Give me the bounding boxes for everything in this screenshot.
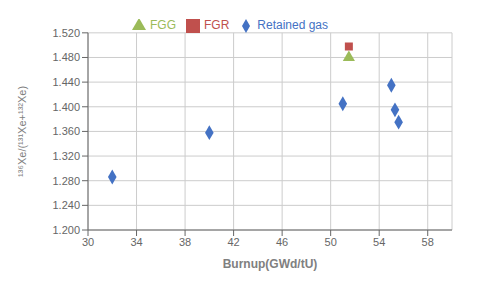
- svg-text:1.240: 1.240: [52, 199, 80, 211]
- html-text:FGR: FGR: [204, 18, 230, 32]
- svg-text:1.360: 1.360: [52, 125, 80, 137]
- svg-text:¹³⁶Xe/(¹³¹Xe+¹³²Xe): ¹³⁶Xe/(¹³¹Xe+¹³²Xe): [16, 86, 28, 177]
- svg-text:34: 34: [130, 236, 142, 248]
- svg-text:1.520: 1.520: [52, 27, 80, 39]
- svg-text:1.440: 1.440: [52, 76, 80, 88]
- html-text:FGG: FGG: [150, 18, 176, 32]
- svg-text:1.480: 1.480: [52, 51, 80, 63]
- svg-text:1.320: 1.320: [52, 150, 80, 162]
- svg-text:42: 42: [227, 236, 239, 248]
- svg-text:58: 58: [422, 236, 434, 248]
- svg-text:30: 30: [82, 236, 94, 248]
- svg-text:Burnup(GWd/tU): Burnup(GWd/tU): [223, 257, 318, 271]
- svg-text:1.280: 1.280: [52, 175, 80, 187]
- svg-text:46: 46: [276, 236, 288, 248]
- svg-text:50: 50: [325, 236, 337, 248]
- svg-text:1.400: 1.400: [52, 101, 80, 113]
- svg-text:1.200: 1.200: [52, 224, 80, 236]
- svg-text:38: 38: [179, 236, 191, 248]
- svg-text:54: 54: [373, 236, 385, 248]
- html-text:Retained gas: Retained gas: [257, 18, 328, 32]
